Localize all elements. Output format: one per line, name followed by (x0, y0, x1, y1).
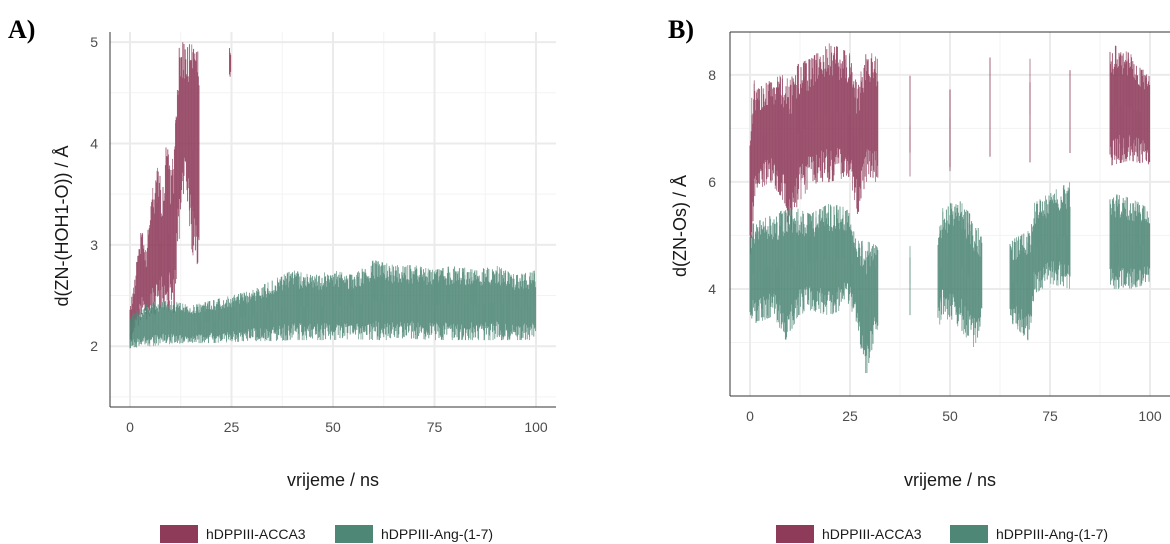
x-tick-label: 50 (942, 408, 958, 424)
panel-a: A) 0 25 50 75 100 2 3 4 5 d(ZN-(HOH1-O)) / Å vri… (8, 15, 556, 543)
panel-b-legend-swatch-ang (950, 525, 988, 543)
panel-a-legend-label-ang: hDPPIII-Ang-(1-7) (381, 526, 493, 542)
x-tick-label: 25 (842, 408, 858, 424)
x-tick-label: 0 (746, 408, 754, 424)
panel-b-legend-label-ang: hDPPIII-Ang-(1-7) (996, 526, 1108, 542)
panel-a-y-axis-title: d(ZN-(HOH1-O)) / Å (52, 146, 72, 307)
x-tick-label: 50 (325, 419, 341, 435)
panel-b-legend: hDPPIII-ACCA3 hDPPIII-Ang-(1-7) (776, 525, 1108, 543)
y-tick-label: 8 (708, 67, 716, 83)
x-tick-label: 25 (224, 419, 240, 435)
series-ang-trace (129, 260, 537, 349)
panel-a-label: A) (8, 15, 35, 44)
panel-a-legend-swatch-acca3 (160, 525, 198, 543)
panel-b: B) 0 25 50 75 100 4 6 8 d(ZN-Os) / Å vrijeme / … (668, 15, 1170, 543)
series-acca3-trace (749, 43, 1151, 255)
y-tick-label: 2 (90, 338, 98, 354)
y-tick-label: 6 (708, 174, 716, 190)
y-tick-label: 3 (90, 237, 98, 253)
plot-b-area: 0 25 50 75 100 4 6 8 (708, 31, 1170, 424)
panel-b-x-axis-title: vrijeme / ns (904, 470, 996, 490)
x-tick-label: 100 (524, 419, 548, 435)
panel-b-legend-label-acca3: hDPPIII-ACCA3 (822, 526, 922, 542)
panel-b-legend-swatch-acca3 (776, 525, 814, 543)
x-tick-label: 75 (427, 419, 443, 435)
series-ang-trace (749, 182, 1151, 374)
y-tick-label: 4 (708, 281, 716, 297)
x-tick-label: 0 (126, 419, 134, 435)
panel-b-label: B) (668, 15, 694, 44)
panel-a-x-axis-title: vrijeme / ns (287, 470, 379, 490)
x-tick-label: 75 (1042, 408, 1058, 424)
panel-a-legend: hDPPIII-ACCA3 hDPPIII-Ang-(1-7) (160, 525, 493, 543)
panel-a-legend-swatch-ang (335, 525, 373, 543)
y-tick-label: 5 (90, 34, 98, 50)
y-tick-label: 4 (90, 135, 98, 151)
plot-a-area: 0 25 50 75 100 2 3 4 5 (90, 32, 556, 435)
x-tick-label: 100 (1138, 408, 1162, 424)
panel-a-legend-label-acca3: hDPPIII-ACCA3 (206, 526, 306, 542)
panel-b-y-axis-title: d(ZN-Os) / Å (670, 175, 690, 277)
